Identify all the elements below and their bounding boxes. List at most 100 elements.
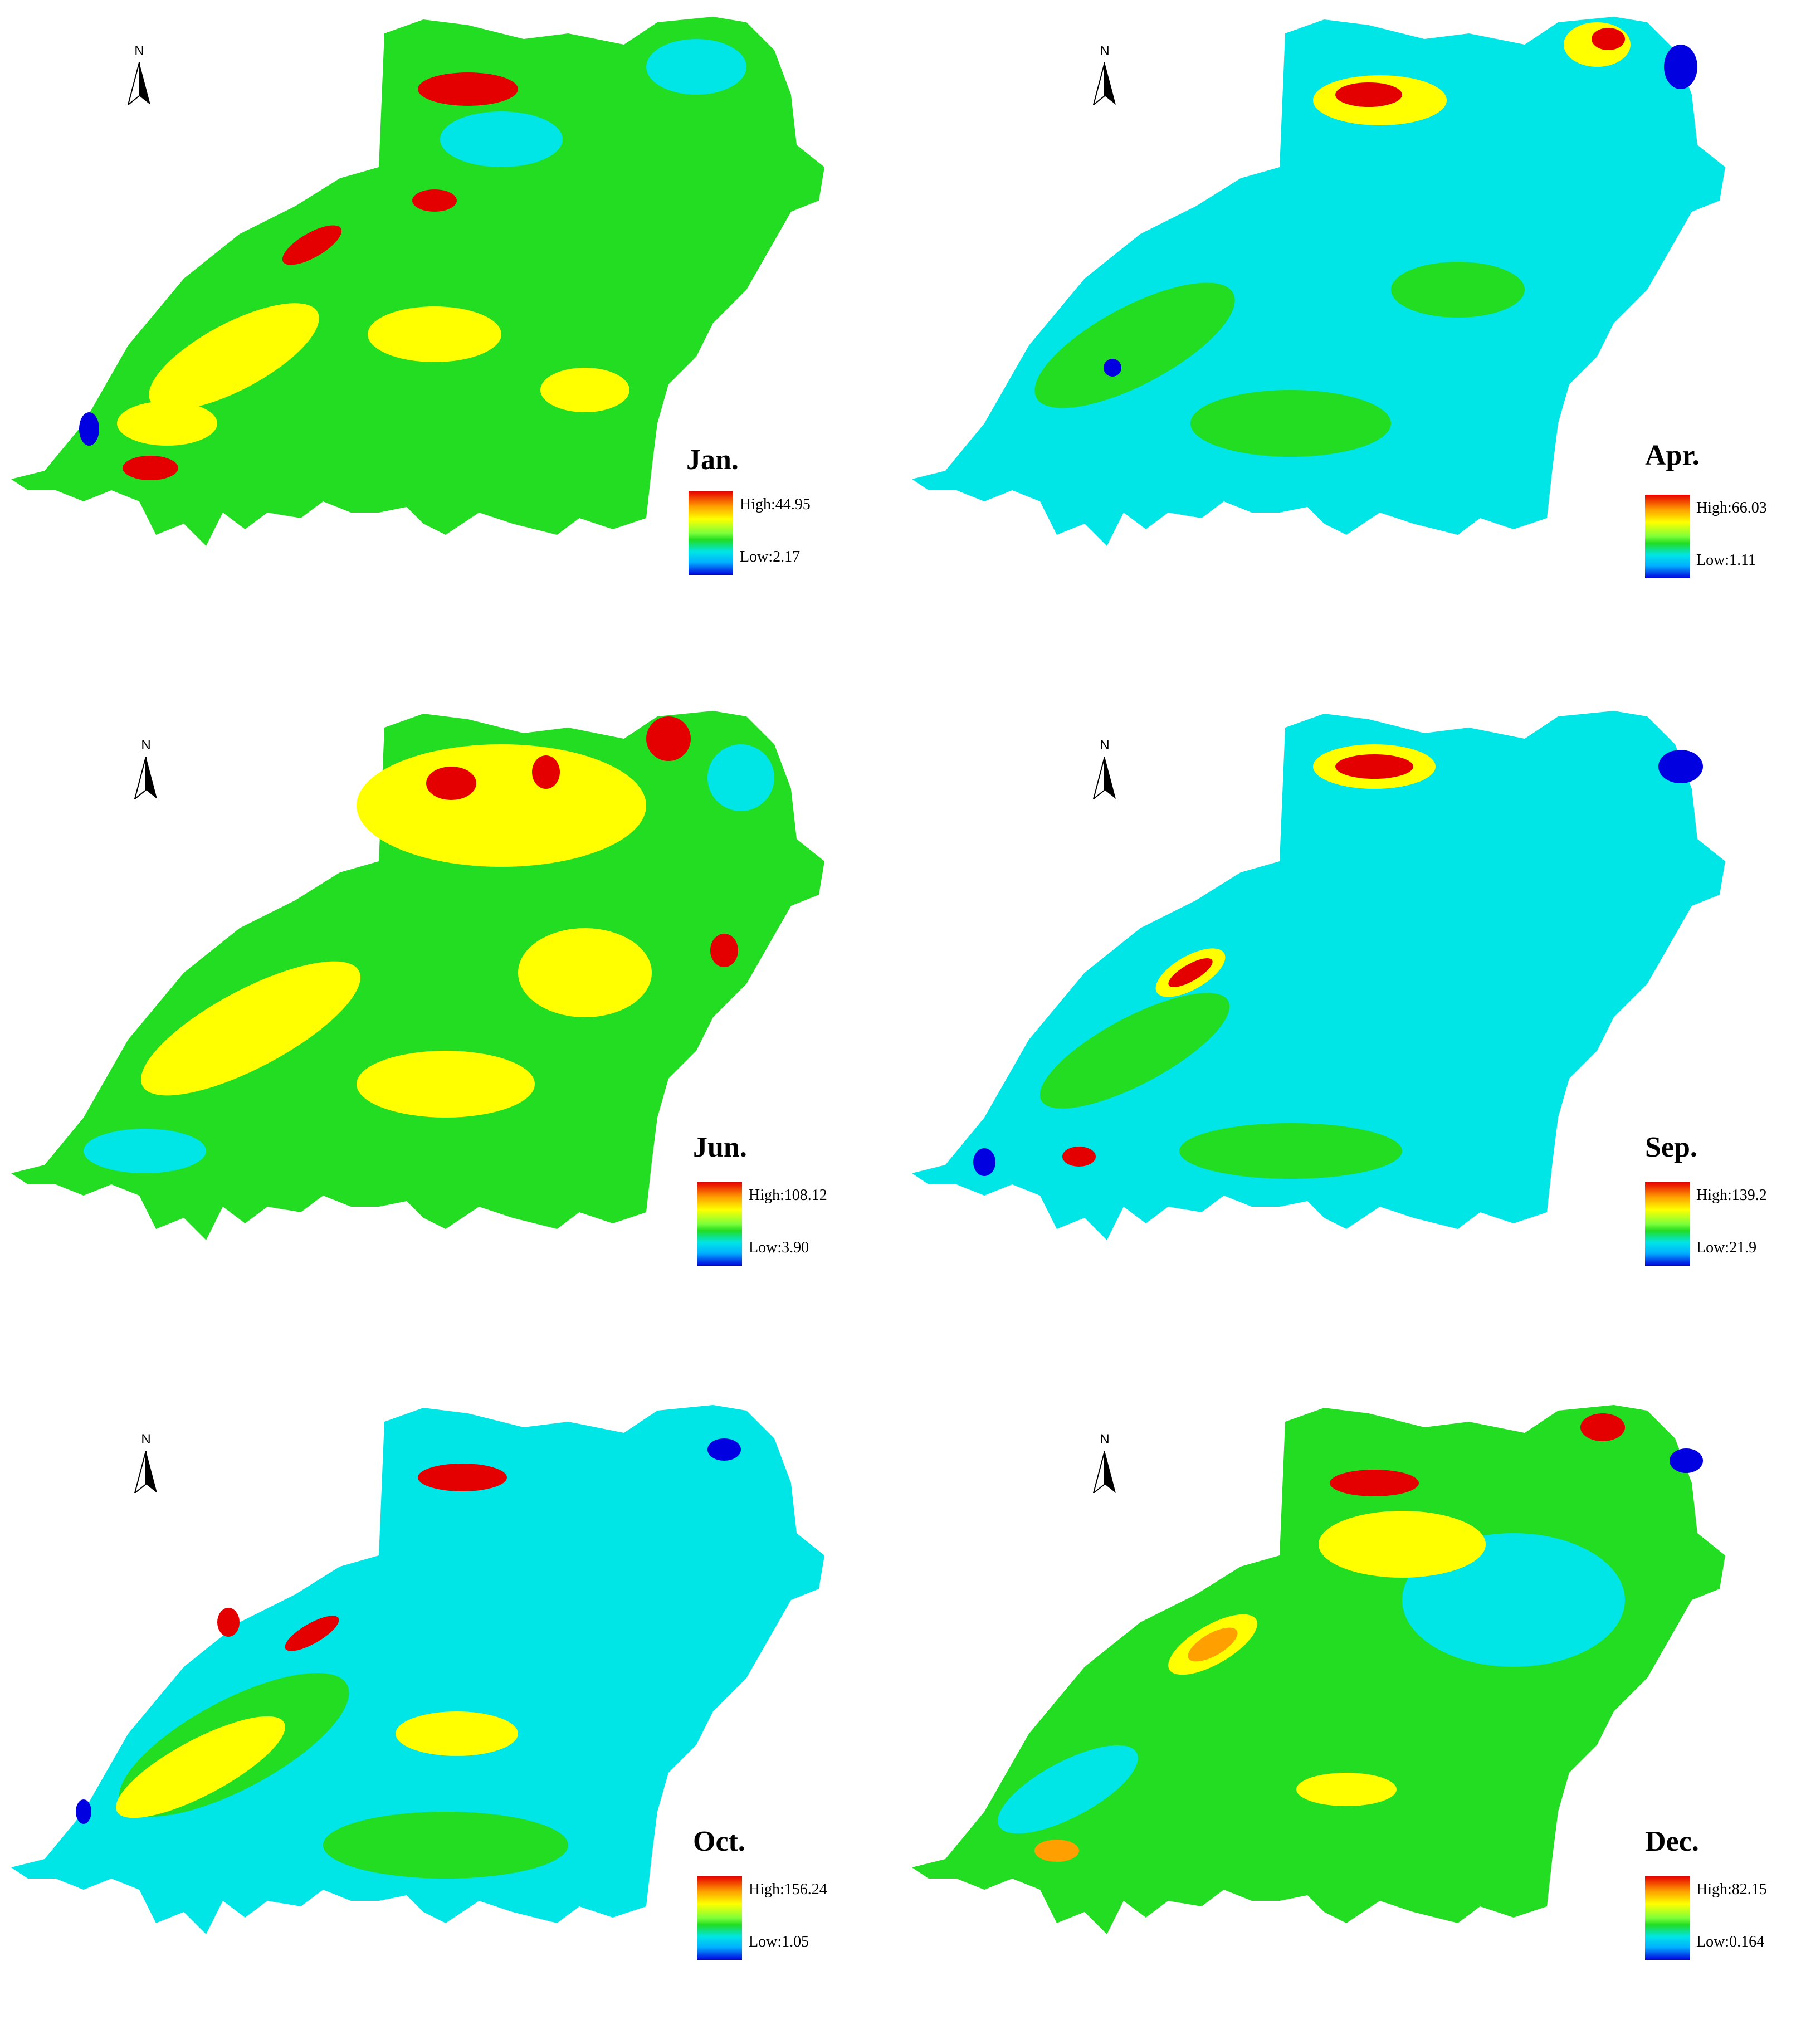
map-blob <box>1330 1470 1419 1496</box>
map-blob <box>540 368 629 412</box>
map-blob <box>646 716 691 761</box>
region-shape <box>912 711 1725 1240</box>
map-panel-dec: N Dec. High:82.15 Low:0.164 <box>901 1388 1801 2044</box>
north-arrow: N <box>1088 738 1121 799</box>
legend-low-label: Low:0.164 <box>1696 1933 1765 1950</box>
region-shape <box>11 711 824 1240</box>
map-blob <box>412 189 457 212</box>
month-label: Oct. <box>693 1826 745 1857</box>
legend-high-label: High:82.15 <box>1696 1881 1767 1898</box>
region-map-jan <box>11 17 824 546</box>
north-arrow-icon <box>127 62 150 105</box>
map-blob <box>1034 1840 1079 1862</box>
legend-high-label: High:156.24 <box>749 1881 827 1898</box>
map-blob <box>1658 750 1703 783</box>
map-panel-jun: N Jun. High:108.12 Low:3.90 <box>0 694 900 1350</box>
legend-low-label: Low:1.05 <box>749 1933 809 1950</box>
map-blob <box>1580 1413 1625 1441</box>
region-shape <box>912 1405 1725 1934</box>
region-map-apr <box>912 17 1725 546</box>
legend-color-ramp <box>1645 1876 1690 1960</box>
region-shape <box>912 17 1725 546</box>
map-blob <box>532 755 560 789</box>
map-blob <box>140 961 361 1096</box>
north-label: N <box>141 738 151 753</box>
legend-color-ramp <box>697 1876 742 1960</box>
map-blob <box>1670 1448 1703 1473</box>
legend-low-label: Low:2.17 <box>740 548 801 565</box>
map-blob <box>518 928 652 1017</box>
map-blob <box>323 1812 568 1879</box>
map-blob <box>368 306 501 362</box>
north-arrow: N <box>1088 1432 1121 1493</box>
legend: High:156.24 Low:1.05 <box>697 1876 865 1960</box>
region-map-sep <box>912 711 1725 1240</box>
month-label: Dec. <box>1645 1826 1699 1857</box>
map-blob <box>282 225 342 265</box>
map-blob <box>149 303 319 410</box>
region-map-jun <box>11 711 824 1240</box>
map-blob <box>117 401 217 446</box>
legend: High:44.95 Low:2.17 <box>689 491 856 575</box>
north-label: N <box>1100 1432 1110 1447</box>
map-blob <box>1188 1627 1238 1662</box>
region-map-oct <box>11 1405 824 1934</box>
map-blob <box>1319 1511 1486 1578</box>
north-label: N <box>134 43 144 58</box>
map-blob <box>1168 958 1213 987</box>
legend-color-ramp <box>1645 495 1690 578</box>
map-blob <box>357 1051 535 1118</box>
map-blob <box>1335 754 1413 779</box>
north-label: N <box>1100 738 1110 753</box>
north-arrow-icon <box>1092 1451 1116 1493</box>
map-blob <box>1034 282 1235 408</box>
north-label: N <box>1100 43 1110 58</box>
map-blob <box>285 1616 339 1651</box>
map-blob <box>1179 1123 1402 1179</box>
map-blob <box>1335 82 1402 107</box>
legend-high-label: High:108.12 <box>749 1187 827 1204</box>
month-label: Apr. <box>1645 440 1700 471</box>
legend-high-label: High:66.03 <box>1696 499 1767 516</box>
legend-low-label: Low:21.9 <box>1696 1239 1757 1256</box>
legend-color-ramp <box>689 491 733 575</box>
map-blob <box>116 1716 285 1818</box>
map-blob <box>84 1129 206 1173</box>
map-blob <box>217 1608 240 1637</box>
north-arrow-icon <box>1092 757 1116 799</box>
month-label: Jan. <box>686 444 739 476</box>
map-blob <box>1296 1773 1397 1806</box>
map-blob <box>998 1745 1138 1834</box>
map-blob <box>646 39 746 95</box>
map-panel-apr: N Apr. High:66.03 Low:1.11 <box>901 0 1801 656</box>
map-panel-oct: N Oct. High:156.24 Low:1.05 <box>0 1388 900 2044</box>
map-blob <box>357 744 646 867</box>
map-blob <box>707 744 774 811</box>
map-blob <box>1391 262 1525 318</box>
north-arrow: N <box>123 43 156 105</box>
map-blob <box>707 1438 741 1461</box>
north-arrow-icon <box>1092 62 1116 105</box>
map-blob <box>1104 359 1121 377</box>
map-blob <box>79 412 99 446</box>
map-blob <box>710 934 738 967</box>
map-panel-sep: N Sep. High:139.2 Low:21.9 <box>901 694 1801 1350</box>
map-blob <box>76 1799 91 1824</box>
north-arrow-icon <box>134 1451 157 1493</box>
legend-high-label: High:139.2 <box>1696 1187 1767 1204</box>
legend: High:139.2 Low:21.9 <box>1645 1182 1801 1266</box>
north-arrow-icon <box>134 757 157 799</box>
map-blob <box>426 767 476 800</box>
map-blob <box>396 1711 518 1756</box>
map-blob <box>1592 28 1625 50</box>
north-arrow: N <box>1088 43 1121 105</box>
north-arrow: N <box>129 738 163 799</box>
map-blob <box>973 1148 995 1176</box>
month-label: Sep. <box>1645 1131 1697 1163</box>
map-blob <box>1664 45 1697 89</box>
map-blob <box>440 111 563 167</box>
legend-high-label: High:44.95 <box>740 496 811 513</box>
map-blob <box>1190 390 1391 457</box>
north-arrow: N <box>129 1432 163 1493</box>
legend: High:66.03 Low:1.11 <box>1645 495 1801 578</box>
